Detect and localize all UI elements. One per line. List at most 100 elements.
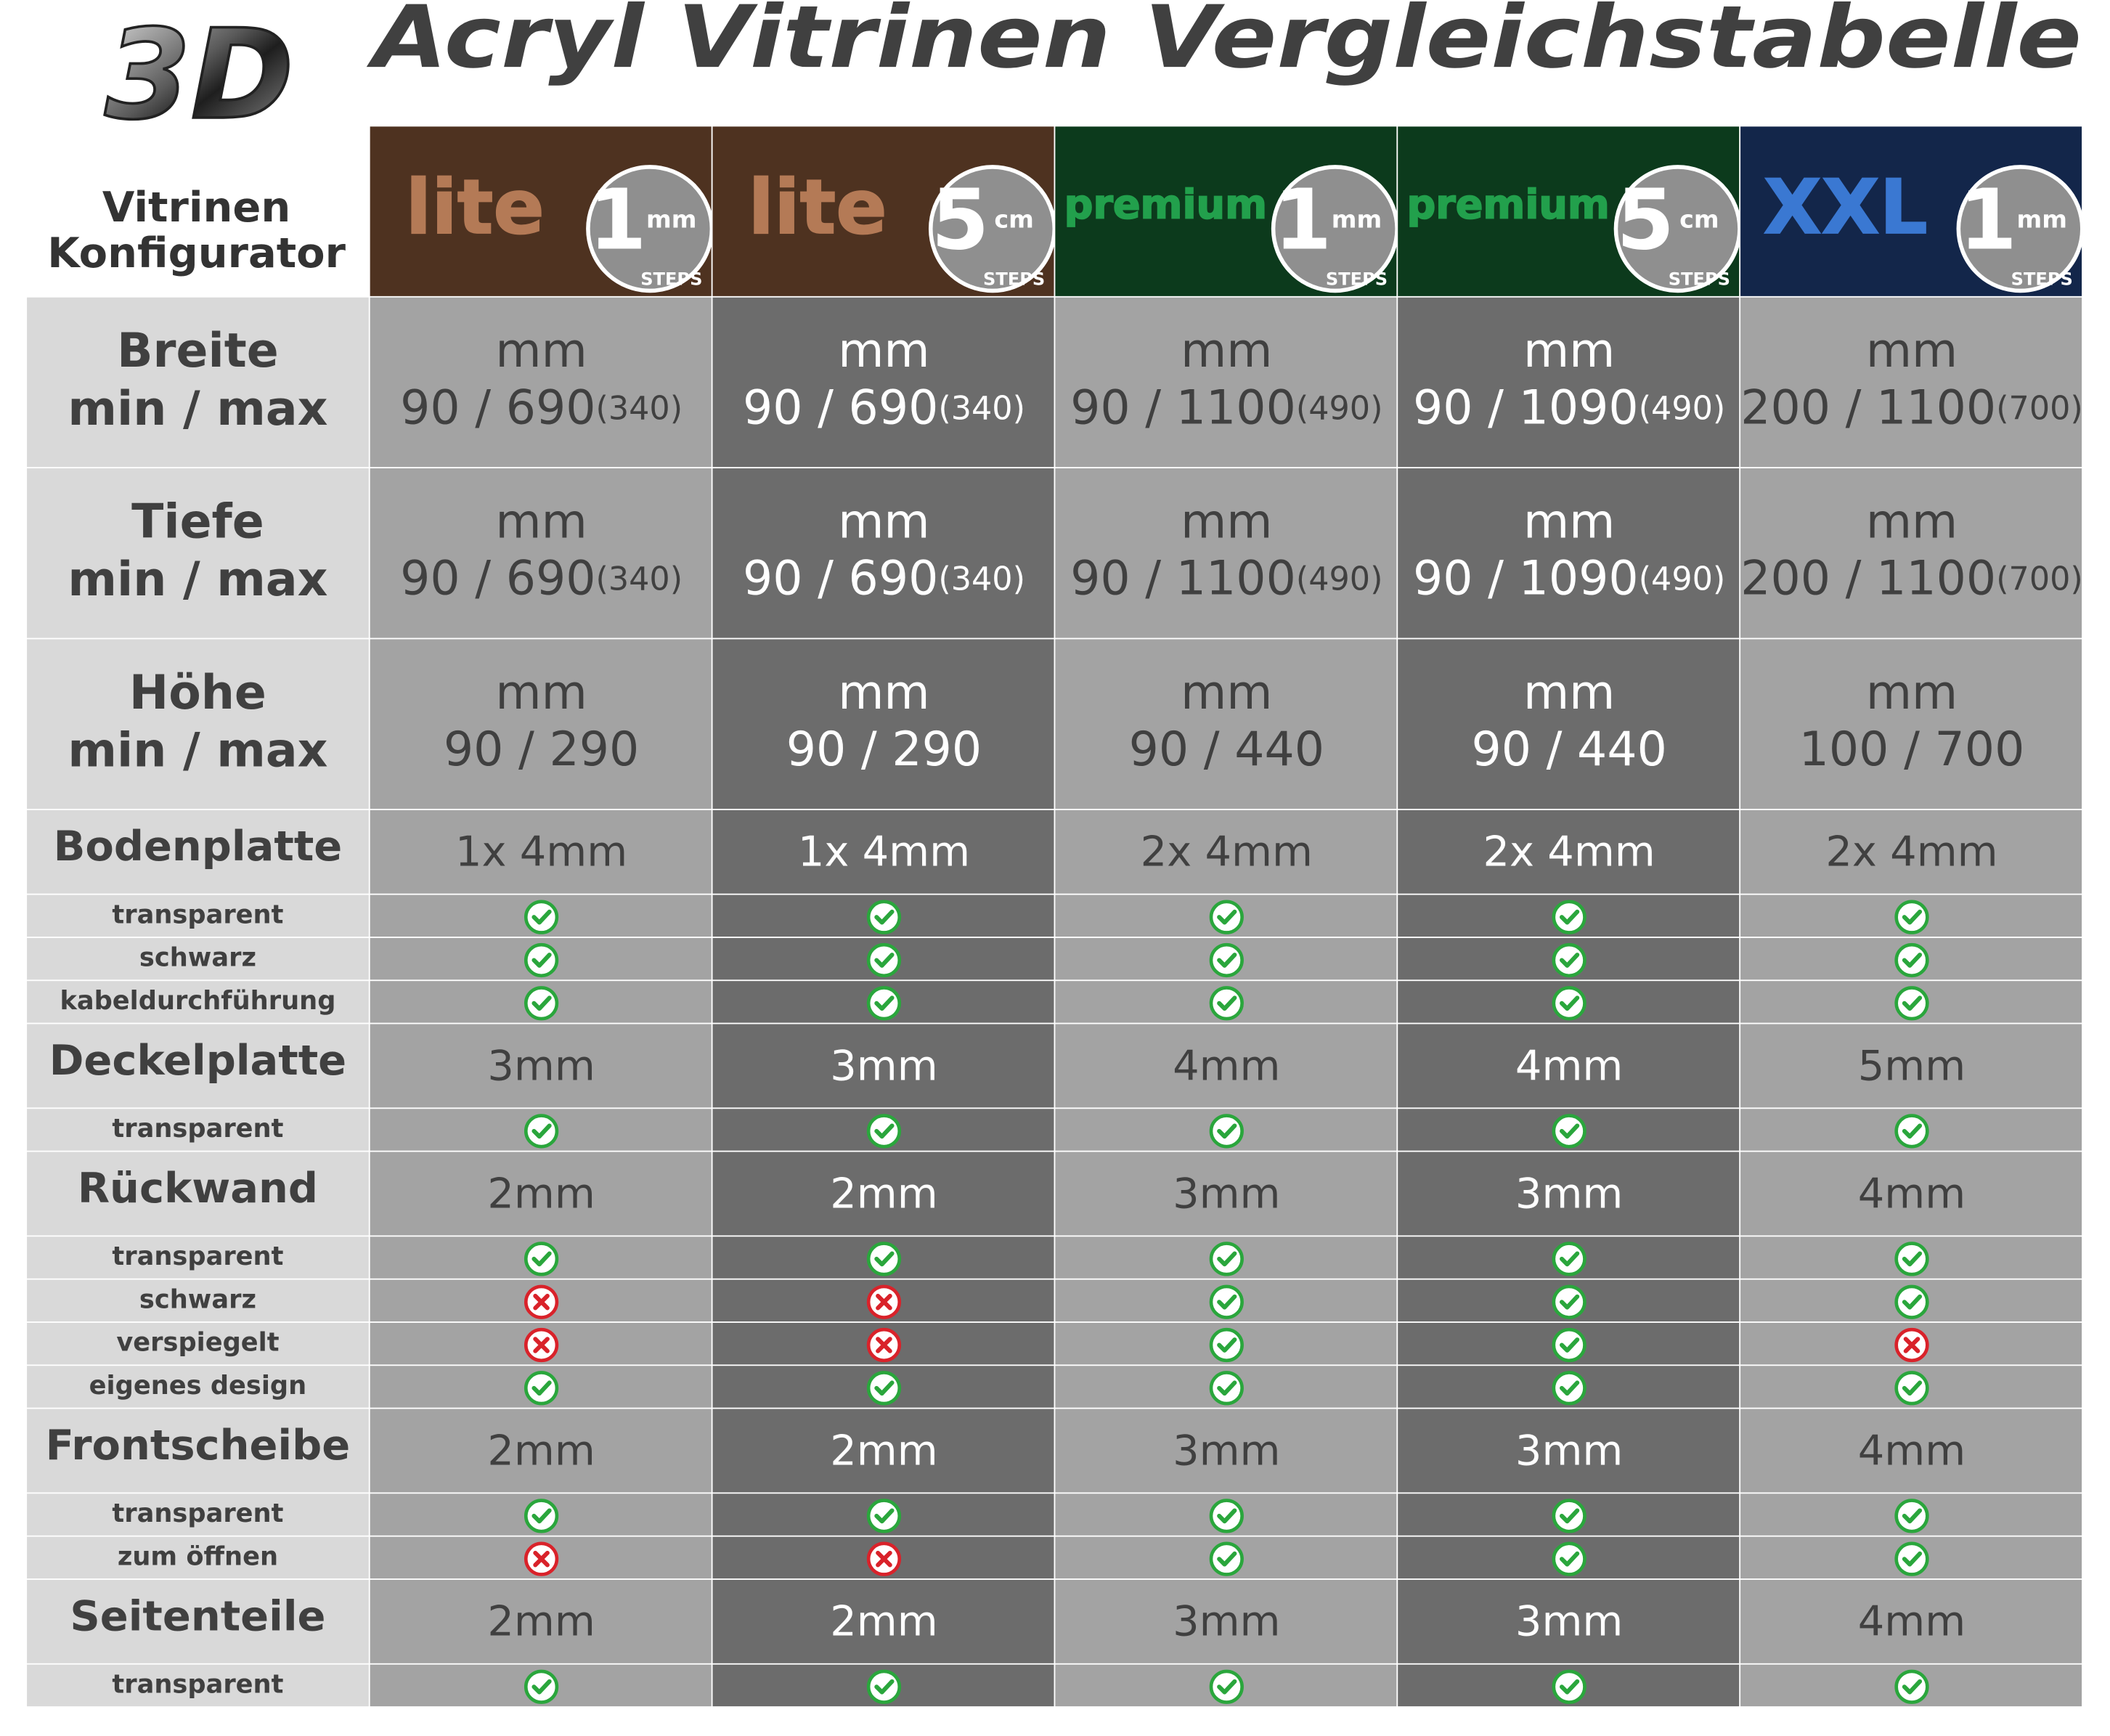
check-icon — [524, 1114, 559, 1149]
value-unit: mm — [1866, 324, 1958, 378]
check-icon — [1894, 1114, 1929, 1149]
icon-glyph — [531, 1251, 552, 1267]
value-text: 2mm — [487, 1597, 595, 1646]
icon-glyph — [1217, 1508, 1237, 1524]
icon-circle — [1894, 1669, 1929, 1704]
icon-glyph — [1217, 1123, 1237, 1139]
icon-glyph — [1217, 1251, 1237, 1267]
icon-glyph — [531, 995, 552, 1011]
icon-glyph — [1902, 995, 1923, 1011]
icon-glyph — [533, 1293, 550, 1311]
value-text: 90 / 290 — [444, 722, 639, 777]
value-cell — [1740, 297, 2082, 468]
icon-glyph — [533, 1337, 550, 1353]
value-cell — [1398, 1152, 1740, 1236]
value: 100 / 700 — [1799, 722, 2025, 777]
icon-glyph — [1559, 1508, 1580, 1524]
row-label: Rückwand — [78, 1164, 318, 1213]
value-cell — [1055, 1024, 1397, 1108]
icon-glyph — [874, 953, 895, 968]
value-cell — [1055, 639, 1397, 809]
value-cell — [1740, 1579, 2082, 1663]
value-cell — [1398, 468, 1740, 638]
icon-circle — [1209, 1669, 1244, 1704]
product-name: lite — [749, 164, 887, 251]
value-cell — [370, 1579, 712, 1663]
icon-circle — [1894, 900, 1929, 934]
icon-circle — [524, 900, 559, 934]
icon-circle — [1552, 1284, 1586, 1319]
check-icon — [1552, 1284, 1586, 1319]
check-icon — [1552, 1669, 1586, 1704]
step-size: 5 — [1616, 172, 1674, 269]
row-label-cell — [27, 1579, 369, 1663]
logo-line: Konfigurator — [47, 229, 346, 277]
value-cell — [1055, 1579, 1397, 1663]
value-text: 2mm — [830, 1169, 937, 1218]
icon-glyph — [1559, 953, 1580, 968]
cross-icon — [524, 1327, 559, 1363]
product-name: XXL — [1764, 164, 1928, 251]
value-text: 3mm — [1515, 1426, 1623, 1475]
icon-circle — [1894, 1499, 1929, 1533]
value: 90 / 690 — [400, 551, 595, 606]
icon-circle — [524, 1669, 559, 1704]
cross-icon — [866, 1541, 902, 1576]
value-text: 200 / 1100(700) — [1740, 551, 2083, 606]
check-icon — [1552, 942, 1586, 978]
check-icon — [1209, 1371, 1244, 1406]
row-label: transparent — [112, 1114, 283, 1144]
value-text: 90 / 1090(490) — [1413, 380, 1725, 435]
value-text: 3mm — [1515, 1597, 1623, 1646]
row-label-cell — [27, 1152, 369, 1236]
icon-glyph — [1559, 1551, 1580, 1567]
icon-glyph — [531, 953, 552, 968]
icon-glyph — [874, 1380, 895, 1396]
icon-circle — [1209, 986, 1244, 1021]
check-icon — [1209, 1541, 1244, 1576]
step-badge — [928, 165, 1057, 293]
icon-glyph — [1902, 1123, 1923, 1139]
icon-glyph — [1902, 1380, 1923, 1396]
row-label-cell — [27, 1664, 369, 1707]
icon-circle — [1894, 986, 1929, 1021]
value: 90 / 690 — [743, 380, 938, 435]
value-cell — [370, 468, 712, 638]
row-label-cell — [27, 297, 369, 468]
value-text: 1x 4mm — [798, 828, 970, 876]
value-text: 5mm — [1858, 1041, 1966, 1090]
value-text: 90 / 1100(490) — [1070, 551, 1382, 606]
check-icon — [1209, 942, 1244, 978]
value-note: (490) — [1296, 561, 1383, 598]
check-icon — [1552, 1327, 1586, 1363]
value-note: (340) — [938, 390, 1025, 427]
icon-circle — [1209, 1242, 1244, 1276]
row-label-cell — [27, 810, 369, 894]
icon-glyph — [1902, 1679, 1923, 1695]
icon-glyph — [874, 995, 895, 1011]
icon-glyph — [1217, 1337, 1237, 1353]
icon-glyph — [1217, 1551, 1237, 1567]
value-note: (340) — [596, 390, 683, 427]
value-note: (340) — [938, 561, 1025, 598]
icon-circle — [1552, 900, 1586, 934]
row-label: transparent — [112, 900, 283, 929]
cross-icon — [866, 1284, 902, 1319]
value: 90 / 1090 — [1413, 380, 1639, 435]
check-icon — [866, 1114, 902, 1149]
logo-line: Vitrinen — [102, 183, 290, 232]
value-unit: mm — [1523, 666, 1615, 720]
title: Acryl Vitrinen Vergleichstabelle — [366, 0, 2082, 87]
steps-label: STEPS — [2011, 269, 2073, 290]
check-icon — [1552, 1541, 1586, 1576]
row-label-cell — [27, 1024, 369, 1108]
value-unit: mm — [1181, 494, 1272, 549]
product-name: lite — [406, 164, 545, 251]
row-label: Deckelplatte — [49, 1036, 346, 1085]
value-text: 2mm — [487, 1169, 595, 1218]
value: 90 / 440 — [1471, 722, 1666, 777]
value-text: 90 / 690(340) — [743, 551, 1025, 606]
value-note: (700) — [1996, 561, 2083, 598]
value-cell — [712, 1024, 1054, 1108]
value-cell — [1398, 1579, 1740, 1663]
